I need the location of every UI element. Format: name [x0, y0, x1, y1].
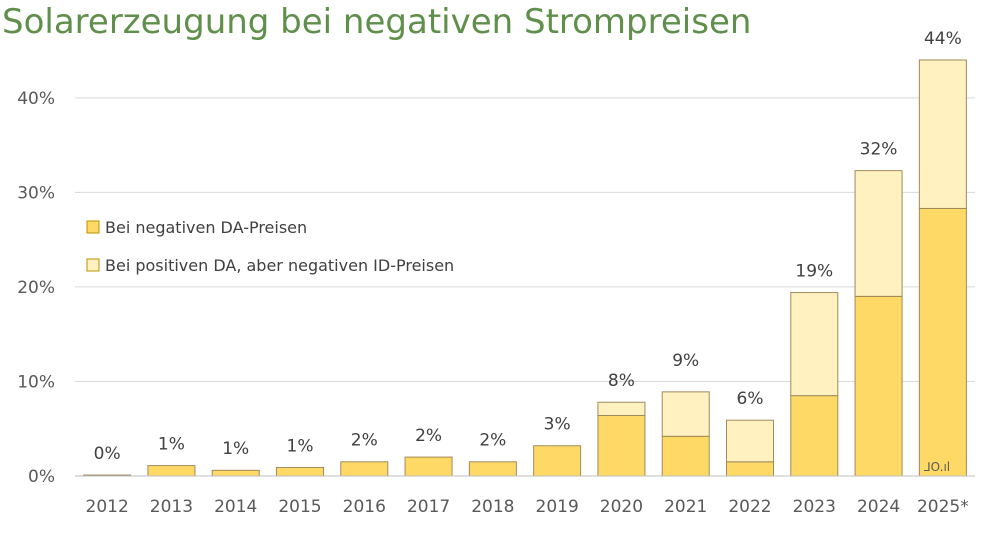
- x-tick-label: 2013: [150, 497, 193, 517]
- legend-swatch-negative-id: [86, 258, 100, 272]
- bar-negative-da: [404, 456, 453, 477]
- x-axis: 2012 2013 2014 2015 2016 2017 2018 2019 2020 2021…: [75, 475, 975, 517]
- x-tick-label: 2019: [536, 497, 579, 517]
- bar-negative-da: [726, 461, 774, 477]
- data-label: 1%: [222, 439, 249, 459]
- legend-label-negative-da: Bei negativen DA-Preisen: [105, 218, 307, 237]
- data-label: 2%: [351, 431, 378, 451]
- x-tick-label: 2014: [214, 497, 257, 517]
- data-label: 0%: [94, 444, 121, 464]
- y-tick-label: 0%: [28, 467, 55, 487]
- x-tick-label: 2015: [278, 497, 321, 517]
- data-label: 2%: [479, 431, 506, 451]
- bar-negative-da: [533, 445, 582, 477]
- bar-negative-da: [597, 414, 646, 477]
- legend: Bei negativen DA-Preisen Bei positiven D…: [86, 218, 454, 275]
- x-tick-label: 2018: [471, 497, 514, 517]
- bar-negative-id: [597, 401, 646, 416]
- x-tick-label: 2017: [407, 497, 450, 517]
- grid: [75, 97, 975, 382]
- bar-negative-da: [276, 466, 324, 477]
- data-labels: 0% 1% 1% 1% 2% 2% 2% 3% 8% 9% 6% 19% 32% 44%: [94, 29, 962, 464]
- data-label: 2%: [415, 426, 442, 446]
- data-label: 44%: [924, 29, 962, 49]
- bars: [83, 59, 967, 477]
- bar-negative-da: [918, 207, 967, 477]
- x-tick-label: 2021: [664, 497, 707, 517]
- data-label: 6%: [737, 389, 764, 409]
- y-tick-label: 30%: [17, 183, 55, 203]
- x-tick-label: 2022: [728, 497, 771, 517]
- y-tick-label: 20%: [17, 278, 55, 298]
- data-label: 8%: [608, 371, 635, 391]
- bar-negative-da: [854, 295, 903, 477]
- bar-negative-id: [790, 292, 839, 397]
- bar-negative-id: [918, 59, 967, 209]
- legend-swatch-negative-da: [86, 220, 100, 234]
- x-tick-label: 2012: [86, 497, 129, 517]
- x-tick-label: 2020: [600, 497, 643, 517]
- legend-label-negative-id: Bei positiven DA, aber negativen ID-Prei…: [105, 256, 454, 275]
- data-label: 1%: [158, 434, 185, 454]
- bar-negative-da: [211, 469, 260, 477]
- bar-negative-da: [147, 465, 196, 477]
- bar-negative-id: [726, 419, 774, 463]
- chart-title: Solarerzeugung bei negativen Strompreise…: [2, 2, 752, 42]
- bar-negative-da: [468, 461, 517, 477]
- bar-negative-da: [661, 435, 710, 477]
- y-tick-label: 40%: [17, 89, 55, 109]
- data-label: 1%: [287, 436, 314, 456]
- data-label: 9%: [672, 351, 699, 371]
- y-axis: 0% 10% 20% 30% 40%: [17, 89, 55, 487]
- x-tick-label: 2024: [857, 497, 900, 517]
- watermark-logo: ⅃O.ıl: [923, 460, 950, 474]
- x-tick-label: 2025*: [917, 497, 969, 517]
- bar-negative-id: [661, 391, 710, 437]
- data-label: 32%: [860, 139, 898, 159]
- x-tick-label: 2016: [343, 497, 386, 517]
- bar-negative-da: [790, 395, 839, 477]
- y-tick-label: 10%: [17, 372, 55, 392]
- x-tick-label: 2023: [793, 497, 836, 517]
- bar-negative-id: [854, 170, 903, 297]
- bar-negative-da: [340, 461, 389, 477]
- data-label: 19%: [795, 261, 833, 281]
- data-label: 3%: [544, 415, 571, 435]
